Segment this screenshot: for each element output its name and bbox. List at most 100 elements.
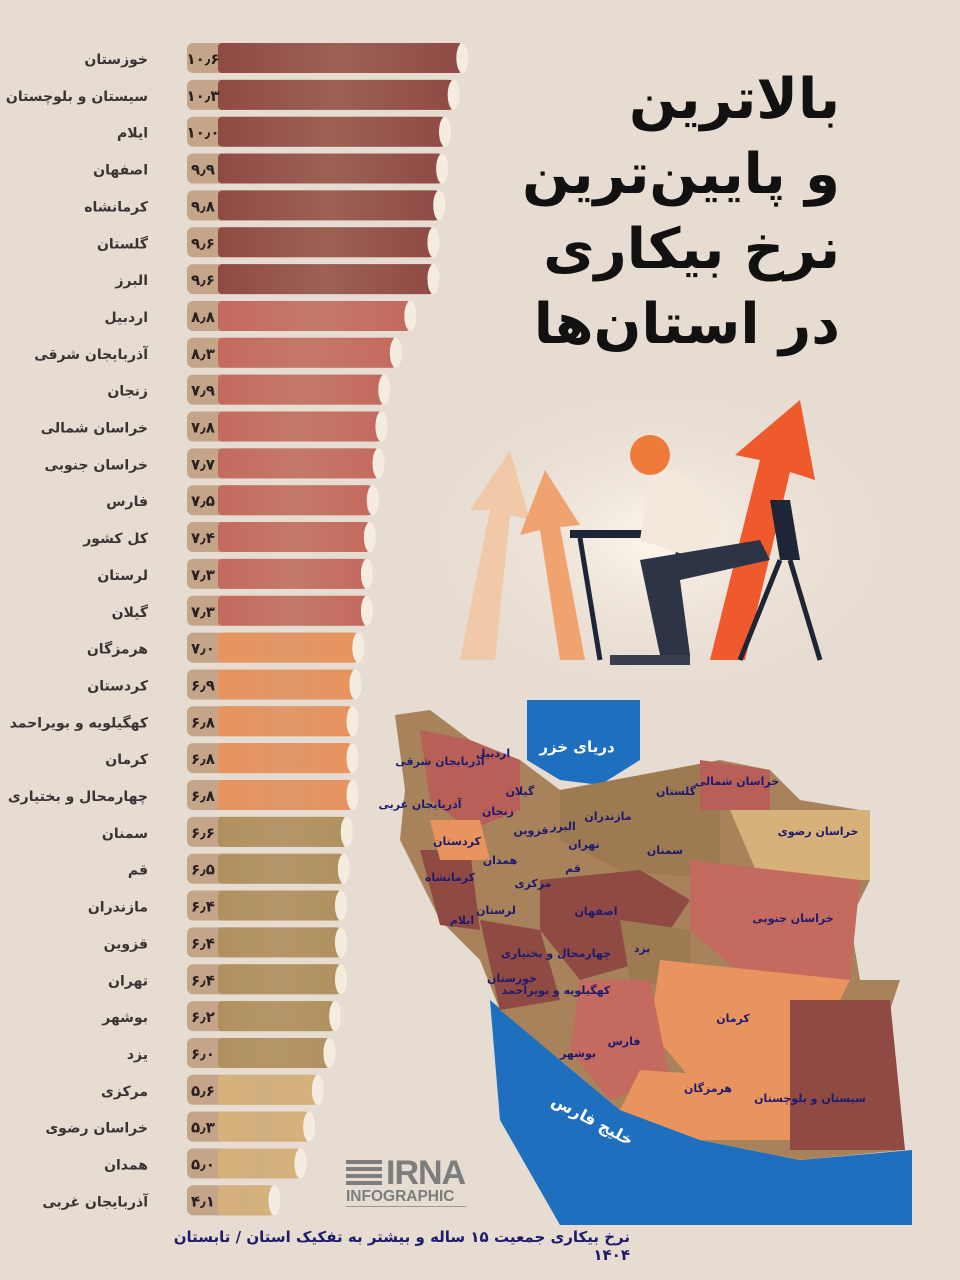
province-label: چهارمحال و بختیاری	[501, 947, 611, 960]
category-label: قم	[128, 863, 148, 879]
category-label: زنجان	[107, 384, 148, 400]
category-label: چهارمحال و بختیاری	[8, 789, 148, 805]
value-label: ۹٫۸	[191, 197, 215, 215]
bar-cap	[340, 816, 353, 847]
category-label: گلستان	[97, 235, 149, 252]
value-label: ۶٫۸	[191, 787, 215, 805]
value-label: ۹٫۶	[191, 271, 215, 289]
bar-row: ۶٫۵ قم	[128, 853, 350, 884]
category-label: کردستان	[87, 678, 149, 694]
province-label: خراسان شمالی	[695, 775, 779, 788]
bar	[218, 816, 347, 847]
province-label: خراسان جنوبی	[752, 912, 833, 925]
arrow-icon	[710, 400, 815, 660]
province-label: تهران	[568, 838, 599, 851]
category-label: فارس	[106, 494, 148, 510]
persian-gulf	[490, 1000, 912, 1225]
province-label: خراسان رضوی	[778, 825, 859, 838]
value-label: ۱۰٫۳	[186, 87, 219, 105]
province-label: ایلام	[450, 914, 474, 927]
bar-row: ۸٫۳ آذربایجان شرقی	[34, 337, 402, 368]
province-label: کهگیلویه و بویراحمد	[502, 984, 611, 997]
province-label: همدان	[483, 854, 518, 867]
bar-cap	[334, 964, 347, 995]
value-label: ۵٫۶	[191, 1082, 215, 1100]
value-label: ۶٫۴	[191, 971, 215, 989]
province-label: گلستان	[656, 785, 697, 798]
category-label: گیلان	[112, 604, 149, 621]
province-label: اردبیل	[476, 747, 510, 760]
bar	[218, 448, 379, 479]
category-label: کرمان	[105, 752, 149, 768]
bar	[218, 153, 443, 184]
category-label: خوزستان	[84, 52, 148, 68]
category-label: بوشهر	[101, 1010, 148, 1026]
value-label: ۶٫۲	[191, 1008, 215, 1026]
bar-cap	[436, 153, 449, 184]
bar	[218, 632, 359, 663]
value-label: ۵٫۰	[191, 1156, 215, 1174]
bar-row: ۵٫۳ خراسان رضوی	[45, 1111, 316, 1142]
bar-cap	[447, 79, 460, 110]
title-line: و پایین‌ترین	[522, 142, 840, 207]
arrow-icon	[520, 470, 585, 660]
bar-row: ۷٫۴ کل کشور	[82, 522, 376, 553]
bar-cap	[360, 558, 373, 589]
title-line: در استان‌ها	[533, 292, 840, 357]
bar-row: ۹٫۶ گلستان	[97, 227, 440, 258]
province-label: خوزستان	[487, 972, 537, 985]
category-label: آذربایجان شرقی	[34, 345, 149, 363]
value-label: ۷٫۷	[191, 455, 215, 473]
category-label: اردبیل	[104, 310, 148, 326]
bar-row: ۶٫۴ مازندران	[88, 890, 347, 921]
category-label: تهران	[108, 973, 148, 989]
bar	[218, 706, 353, 737]
value-label: ۷٫۸	[191, 419, 215, 437]
bar	[218, 43, 463, 73]
bars-group: ۱۰٫۶ خوزستان ۱۰٫۳ سیستان و بلوچستان ۱۰٫۰ ایلا…	[6, 43, 469, 1216]
category-label: قزوین	[104, 936, 148, 952]
category-label: سمنان	[102, 826, 148, 842]
bar	[218, 411, 382, 442]
value-label: ۹٫۶	[191, 234, 215, 252]
value-label: ۶٫۹	[191, 676, 215, 694]
bar-row: ۱۰٫۰ ایلام	[117, 116, 451, 147]
bar	[218, 927, 341, 958]
bar	[218, 264, 434, 295]
bar	[218, 558, 367, 589]
category-label: اصفهان	[93, 163, 148, 179]
bar-cap	[346, 743, 359, 774]
bar-cap	[352, 632, 365, 663]
category-label: لرستان	[97, 568, 148, 584]
bar-row: ۶٫۰ یزد	[127, 1037, 336, 1068]
logo-name: IRNA	[386, 1154, 466, 1192]
category-label: ایلام	[117, 126, 148, 142]
value-label: ۶٫۰	[191, 1045, 215, 1063]
bar-row: ۱۰٫۳ سیستان و بلوچستان	[6, 79, 460, 110]
province-label: مرکزی	[515, 877, 552, 890]
bar	[218, 595, 367, 626]
caspian-sea	[527, 700, 640, 785]
province-label: یزد	[634, 942, 651, 955]
bar-cap	[427, 227, 440, 258]
value-label: ۷٫۹	[191, 382, 215, 400]
value-label: ۶٫۶	[191, 824, 215, 842]
bar-cap	[268, 1185, 281, 1216]
bar	[218, 964, 341, 995]
bar	[218, 1001, 336, 1032]
category-label: هرمزگان	[87, 641, 148, 658]
bar-row: ۵٫۶ مرکزی	[101, 1074, 324, 1105]
province-label: لرستان	[476, 904, 516, 917]
province-label: فارس	[608, 1035, 641, 1048]
arrow-icon	[460, 450, 530, 660]
bar	[218, 116, 445, 147]
category-label: کرمانشاه	[84, 199, 149, 215]
value-label: ۶٫۴	[191, 898, 215, 916]
value-label: ۷٫۵	[191, 492, 215, 510]
province-label: آذربایجان غربی	[378, 797, 461, 811]
bar-cap	[456, 43, 469, 73]
bar-cap	[378, 374, 391, 405]
province-label: البرز	[549, 820, 576, 833]
bar-row: ۶٫۴ تهران	[108, 964, 347, 995]
